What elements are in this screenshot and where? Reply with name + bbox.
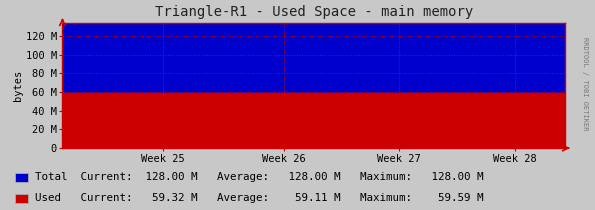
Text: Used   Current:   59.32 M   Average:    59.11 M   Maximum:    59.59 M: Used Current: 59.32 M Average: 59.11 M M… [35, 193, 484, 203]
Text: Total  Current:  128.00 M   Average:   128.00 M   Maximum:   128.00 M: Total Current: 128.00 M Average: 128.00 … [35, 172, 484, 182]
Y-axis label: bytes: bytes [13, 70, 23, 101]
Title: Triangle-R1 - Used Space - main memory: Triangle-R1 - Used Space - main memory [155, 5, 473, 19]
Text: RRDTOOL / TOBI OETIKER: RRDTOOL / TOBI OETIKER [582, 37, 588, 131]
